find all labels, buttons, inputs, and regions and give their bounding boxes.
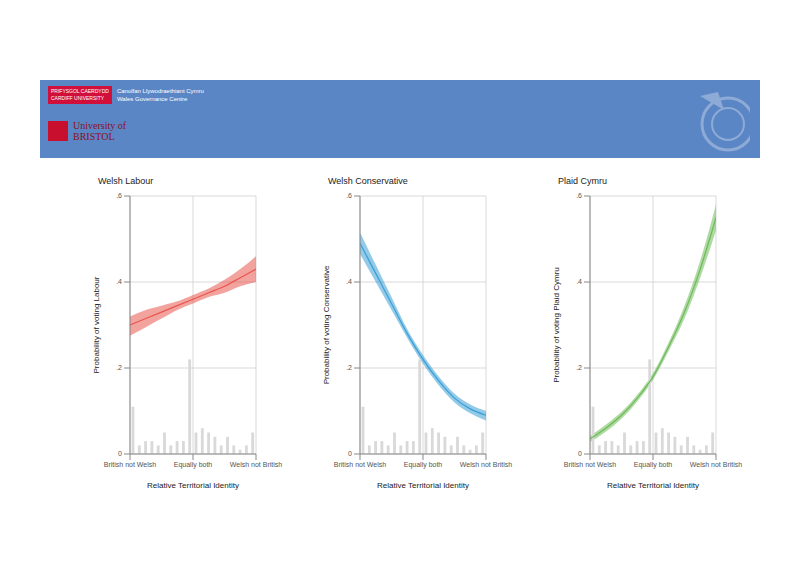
svg-text:.2: .2 bbox=[116, 364, 122, 371]
svg-text:Relative Territorial Identity: Relative Territorial Identity bbox=[607, 481, 699, 490]
svg-text:Equally both: Equally both bbox=[404, 461, 443, 469]
html-text:Welsh Labour: Welsh Labour bbox=[98, 176, 154, 186]
svg-text:Equally both: Equally both bbox=[634, 461, 673, 469]
svg-text:.6: .6 bbox=[576, 192, 582, 199]
svg-text:.4: .4 bbox=[576, 278, 582, 285]
html-text:BRISTOL: BRISTOL bbox=[73, 131, 115, 142]
html-text:University of: University of bbox=[73, 120, 126, 131]
html-text:Wales Governance Centre: Wales Governance Centre bbox=[116, 96, 188, 102]
svg-text:Equally both: Equally both bbox=[174, 461, 213, 469]
html-text:Welsh Conservative: Welsh Conservative bbox=[328, 176, 408, 186]
svg-text:Probability of voting Plaid Cy: Probability of voting Plaid Cymru bbox=[552, 267, 561, 383]
svg-text:.2: .2 bbox=[346, 364, 352, 371]
svg-text:Probability of voting Conserva: Probability of voting Conservative bbox=[322, 265, 331, 384]
svg-text:British not Welsh: British not Welsh bbox=[104, 461, 156, 468]
svg-text:Relative Territorial Identity: Relative Territorial Identity bbox=[377, 481, 469, 490]
svg-text:0: 0 bbox=[118, 450, 122, 457]
svg-text:Welsh not British: Welsh not British bbox=[230, 461, 282, 468]
svg-text:Probability of voting Labour: Probability of voting Labour bbox=[92, 276, 101, 373]
svg-text:0: 0 bbox=[348, 450, 352, 457]
svg-text:.4: .4 bbox=[346, 278, 352, 285]
svg-text:British not Welsh: British not Welsh bbox=[334, 461, 386, 468]
svg-text:Welsh not British: Welsh not British bbox=[460, 461, 512, 468]
svg-text:.4: .4 bbox=[116, 278, 122, 285]
html-text:PRIFYSGOL CAERDYDD: PRIFYSGOL CAERDYDD bbox=[51, 88, 109, 94]
svg-text:.6: .6 bbox=[346, 192, 352, 199]
svg-text:.2: .2 bbox=[576, 364, 582, 371]
svg-text:Relative Territorial Identity: Relative Territorial Identity bbox=[147, 481, 239, 490]
svg-text:Welsh not British: Welsh not British bbox=[690, 461, 742, 468]
html-text:CARDIFF UNIVERSITY: CARDIFF UNIVERSITY bbox=[51, 95, 105, 101]
svg-text:British not Welsh: British not Welsh bbox=[564, 461, 616, 468]
html-text:Canolfan Llywodraethiant Cymru: Canolfan Llywodraethiant Cymru bbox=[116, 88, 204, 94]
svg-text:.6: .6 bbox=[116, 192, 122, 199]
html-text:Plaid Cymru: Plaid Cymru bbox=[558, 176, 607, 186]
svg-text:0: 0 bbox=[578, 450, 582, 457]
